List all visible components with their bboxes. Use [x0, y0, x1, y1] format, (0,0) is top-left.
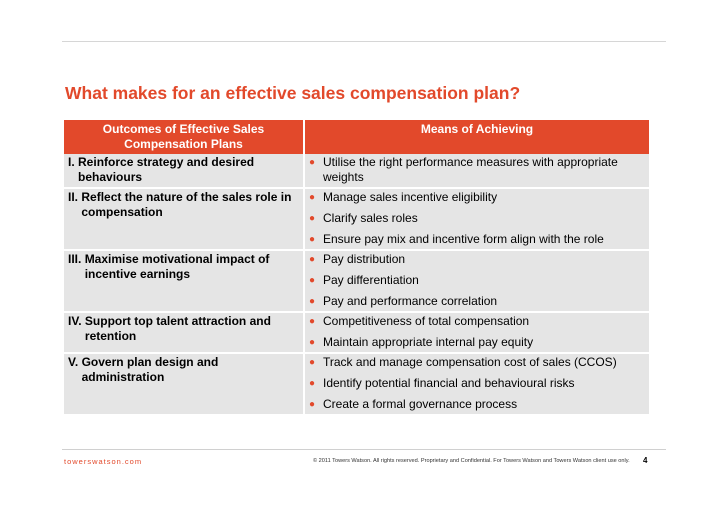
- means-text: Manage sales incentive eligibility: [323, 190, 498, 204]
- means-text: Track and manage compensation cost of sa…: [323, 355, 617, 369]
- means-cell: ● Manage sales incentive eligibility ● Cla…: [304, 188, 649, 251]
- outcome-text: Reflect the nature of the sales role in …: [81, 190, 292, 219]
- footer-brand: towerswatson.com: [64, 457, 143, 466]
- means-cell: ● Pay distribution ● Pay differentiation ●…: [304, 250, 649, 313]
- outcome-text: Reinforce strategy and desired behaviour…: [78, 155, 255, 184]
- outcome-cell: III. Maximise motivational impact of inc…: [64, 250, 305, 313]
- outcome-numeral: I.: [68, 155, 75, 169]
- list-item: ● Clarify sales roles: [309, 211, 645, 226]
- list-item: ● Track and manage compensation cost of s…: [309, 355, 645, 370]
- bullet-icon: ●: [309, 234, 316, 245]
- outcome: IV. Support top talent attraction and re…: [68, 314, 299, 344]
- bullet-icon: ●: [309, 254, 316, 265]
- list-item: ● Pay differentiation: [309, 273, 645, 288]
- bullet-icon: ●: [309, 378, 316, 389]
- outcome-numeral: V.: [68, 355, 79, 369]
- outcome: I. Reinforce strategy and desired behavi…: [68, 155, 299, 185]
- means-text: Pay differentiation: [323, 273, 419, 287]
- header-outcomes: Outcomes of Effective Sales Compensation…: [64, 120, 305, 154]
- outcome-cell: IV. Support top talent attraction and re…: [64, 312, 305, 354]
- list-item: ● Competitiveness of total compensation: [309, 314, 645, 329]
- means-text: Competitiveness of total compensation: [323, 314, 530, 328]
- outcome-numeral: III.: [68, 252, 82, 266]
- means-list: ● Manage sales incentive eligibility ● Cla…: [309, 190, 645, 247]
- table-row: III. Maximise motivational impact of inc…: [64, 250, 649, 313]
- list-item: ● Maintain appropriate internal pay equit…: [309, 335, 645, 350]
- means-list: ● Track and manage compensation cost of s…: [309, 355, 645, 412]
- bullet-icon: ●: [309, 192, 316, 203]
- bullet-icon: ●: [309, 157, 316, 168]
- list-item: ● Pay and performance correlation: [309, 294, 645, 309]
- outcome-text: Maximise motivational impact of incentiv…: [84, 252, 270, 281]
- means-text: Identify potential financial and behavio…: [323, 376, 575, 390]
- header-means: Means of Achieving: [304, 120, 649, 154]
- outcome-cell: II. Reflect the nature of the sales role…: [64, 188, 305, 251]
- outcome-text: Govern plan design and administration: [81, 355, 219, 384]
- page-number: 4: [643, 456, 648, 465]
- means-cell: ● Utilise the right performance measures …: [304, 154, 649, 189]
- bullet-icon: ●: [309, 337, 316, 348]
- list-item: ● Pay distribution: [309, 252, 645, 267]
- compensation-plan-table: Outcomes of Effective Sales Compensation…: [64, 120, 649, 414]
- table-row: IV. Support top talent attraction and re…: [64, 312, 649, 354]
- outcome-text: Support top talent attraction and retent…: [84, 314, 271, 343]
- outcome: III. Maximise motivational impact of inc…: [68, 252, 299, 282]
- bullet-icon: ●: [309, 296, 316, 307]
- outcome: V. Govern plan design and administration: [68, 355, 299, 385]
- means-cell: ● Track and manage compensation cost of s…: [304, 353, 649, 414]
- outcome-numeral: II.: [68, 190, 79, 204]
- list-item: ● Ensure pay mix and incentive form align…: [309, 232, 645, 247]
- means-text: Maintain appropriate internal pay equity: [323, 335, 534, 349]
- outcome: II. Reflect the nature of the sales role…: [68, 190, 299, 220]
- bullet-icon: ●: [309, 275, 316, 286]
- bullet-icon: ●: [309, 213, 316, 224]
- bullet-icon: ●: [309, 357, 316, 368]
- table-header-row: Outcomes of Effective Sales Compensation…: [64, 120, 649, 154]
- means-text: Pay distribution: [323, 252, 406, 266]
- outcome-cell: V. Govern plan design and administration: [64, 353, 305, 414]
- bullet-icon: ●: [309, 316, 316, 327]
- outcome-numeral: IV.: [68, 314, 82, 328]
- means-text: Pay and performance correlation: [323, 294, 498, 308]
- slide-title: What makes for an effective sales compen…: [65, 83, 521, 103]
- means-text: Clarify sales roles: [323, 211, 418, 225]
- means-cell: ● Competitiveness of total compensation ●…: [304, 312, 649, 354]
- bottom-divider: [62, 449, 666, 450]
- means-list: ● Utilise the right performance measures …: [309, 155, 645, 185]
- list-item: ● Manage sales incentive eligibility: [309, 190, 645, 205]
- means-text: Create a formal governance process: [323, 397, 518, 411]
- table-row: I. Reinforce strategy and desired behavi…: [64, 154, 649, 189]
- table-row: II. Reflect the nature of the sales role…: [64, 188, 649, 251]
- table-row: V. Govern plan design and administration…: [64, 353, 649, 414]
- list-item: ● Create a formal governance process: [309, 397, 645, 412]
- bullet-icon: ●: [309, 399, 316, 410]
- list-item: ● Identify potential financial and behavi…: [309, 376, 645, 391]
- top-divider: [62, 41, 666, 42]
- means-list: ● Pay distribution ● Pay differentiation ●…: [309, 252, 645, 309]
- means-text: Utilise the right performance measures w…: [323, 155, 618, 184]
- outcome-cell: I. Reinforce strategy and desired behavi…: [64, 154, 305, 189]
- means-list: ● Competitiveness of total compensation ●…: [309, 314, 645, 350]
- means-text: Ensure pay mix and incentive form align …: [323, 232, 604, 246]
- list-item: ● Utilise the right performance measures …: [309, 155, 645, 185]
- footer-copyright: © 2011 Towers Watson. All rights reserve…: [313, 458, 630, 464]
